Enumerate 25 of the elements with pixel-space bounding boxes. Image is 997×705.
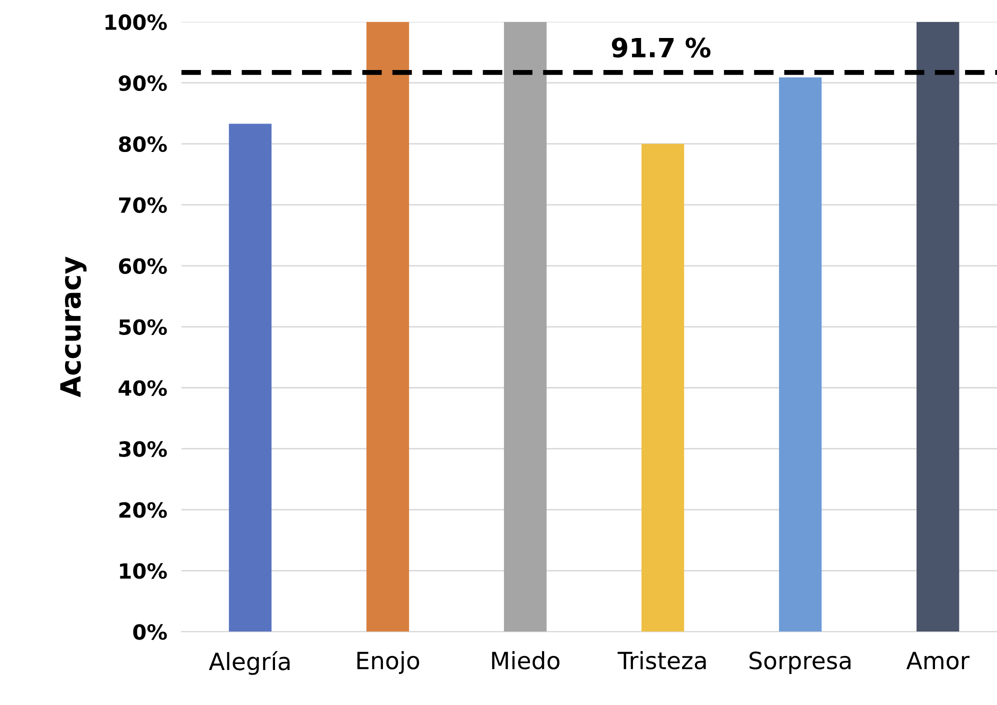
x-tick-label: Enojo <box>357 651 420 674</box>
y-tick-label: 50% <box>119 319 167 335</box>
y-tick-label: 30% <box>119 441 167 457</box>
bar <box>641 144 684 632</box>
bar <box>779 77 822 632</box>
bar <box>916 22 960 632</box>
y-tick-label: 80% <box>118 136 167 152</box>
y-tick-label: 60% <box>118 258 167 274</box>
y-tick-label: 40% <box>118 380 167 396</box>
y-tick-label: 20% <box>119 502 167 518</box>
ref-line-label: 91.7 % <box>612 38 710 58</box>
y-tick-label: 70% <box>119 197 167 214</box>
y-axis-title: Accuracy <box>60 256 87 398</box>
y-tick-label: 90% <box>118 75 167 92</box>
bar <box>504 22 547 632</box>
x-tick-label: Sorpresa <box>750 652 850 674</box>
x-tick-label: Miedo <box>492 651 560 670</box>
bar <box>366 22 410 632</box>
x-tick-label: Alegría <box>208 651 290 675</box>
y-tick-label: 100% <box>106 14 167 30</box>
y-tick-label: 10% <box>120 563 167 579</box>
x-tick-label: Tristeza <box>618 651 706 670</box>
y-tick-label: 0% <box>133 624 167 640</box>
bar <box>228 124 272 632</box>
x-tick-label: Amor <box>906 652 970 670</box>
